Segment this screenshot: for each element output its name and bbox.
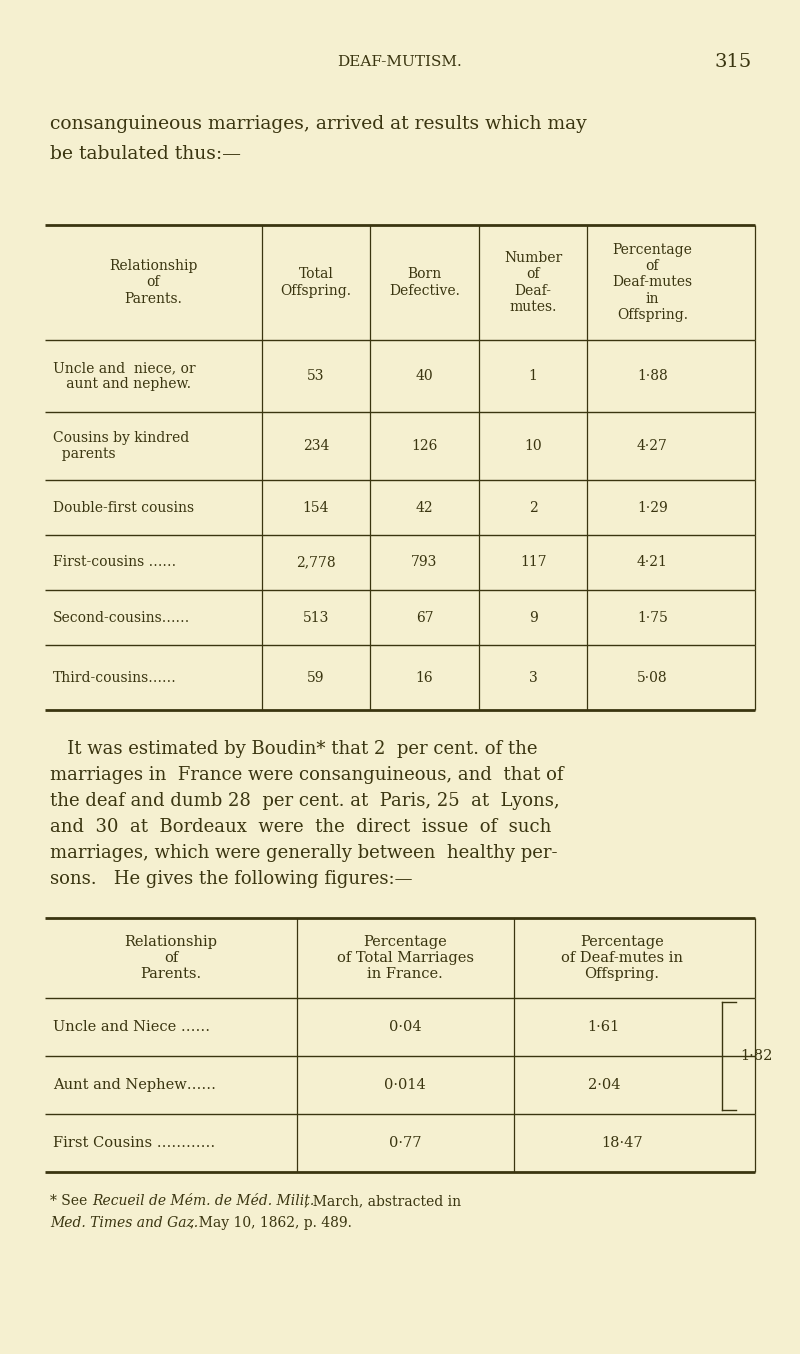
Text: 4·27: 4·27 (637, 439, 668, 454)
Text: , March, abstracted in: , March, abstracted in (304, 1194, 461, 1208)
Text: Total
Offspring.: Total Offspring. (280, 267, 351, 298)
Text: 0·77: 0·77 (389, 1136, 422, 1150)
Text: , May 10, 1862, p. 489.: , May 10, 1862, p. 489. (190, 1216, 352, 1229)
Text: Percentage
of Total Marriages
in France.: Percentage of Total Marriages in France. (337, 934, 474, 982)
Text: First-cousins ……: First-cousins …… (53, 555, 176, 570)
Text: 2·04: 2·04 (588, 1078, 620, 1091)
Text: Cousins by kindred
  parents: Cousins by kindred parents (53, 431, 190, 462)
Text: and  30  at  Bordeaux  were  the  direct  issue  of  such: and 30 at Bordeaux were the direct issue… (50, 818, 551, 835)
Text: Med. Times and Gaz.: Med. Times and Gaz. (50, 1216, 198, 1229)
Text: 53: 53 (307, 370, 325, 383)
Text: consanguineous marriages, arrived at results which may: consanguineous marriages, arrived at res… (50, 115, 586, 133)
Text: Aunt and Nephew……: Aunt and Nephew…… (53, 1078, 216, 1091)
Text: 1: 1 (529, 370, 538, 383)
Text: Relationship
of
Parents.: Relationship of Parents. (109, 260, 198, 306)
Text: Double-first cousins: Double-first cousins (53, 501, 194, 515)
Text: Born
Defective.: Born Defective. (389, 267, 460, 298)
Text: 315: 315 (714, 53, 752, 70)
Text: 1·61: 1·61 (588, 1020, 620, 1034)
Text: 40: 40 (416, 370, 434, 383)
Text: 126: 126 (411, 439, 438, 454)
Text: 10: 10 (524, 439, 542, 454)
Text: 67: 67 (416, 611, 434, 624)
Text: 1·29: 1·29 (637, 501, 668, 515)
Text: 2,778: 2,778 (296, 555, 336, 570)
Text: Third-cousins……: Third-cousins…… (53, 670, 177, 685)
Text: the deaf and dumb 28  per cent. at  Paris, 25  at  Lyons,: the deaf and dumb 28 per cent. at Paris,… (50, 792, 560, 810)
Text: 42: 42 (416, 501, 434, 515)
Text: Uncle and Niece ……: Uncle and Niece …… (53, 1020, 210, 1034)
Text: 1·75: 1·75 (637, 611, 668, 624)
Text: 1·82: 1·82 (740, 1049, 773, 1063)
Text: 793: 793 (411, 555, 438, 570)
Text: 2: 2 (529, 501, 538, 515)
Text: 9: 9 (529, 611, 538, 624)
Text: 5·08: 5·08 (637, 670, 668, 685)
Text: 18·47: 18·47 (601, 1136, 642, 1150)
Text: 117: 117 (520, 555, 546, 570)
Text: Recueil de Mém. de Méd. Milit.: Recueil de Mém. de Méd. Milit. (92, 1194, 314, 1208)
Text: Percentage
of
Deaf-mutes
in
Offspring.: Percentage of Deaf-mutes in Offspring. (612, 244, 693, 322)
Text: 1·88: 1·88 (637, 370, 668, 383)
Text: Uncle and  niece, or
   aunt and nephew.: Uncle and niece, or aunt and nephew. (53, 362, 196, 391)
Text: 3: 3 (529, 670, 538, 685)
Text: 513: 513 (302, 611, 329, 624)
Text: * See: * See (50, 1194, 92, 1208)
Text: 0·014: 0·014 (385, 1078, 426, 1091)
Text: 4·21: 4·21 (637, 555, 668, 570)
Text: First Cousins …………: First Cousins ………… (53, 1136, 215, 1150)
Text: 0·04: 0·04 (389, 1020, 422, 1034)
Text: Percentage
of Deaf-mutes in
Offspring.: Percentage of Deaf-mutes in Offspring. (561, 934, 683, 982)
Text: marriages, which were generally between  healthy per-: marriages, which were generally between … (50, 844, 558, 862)
Text: marriages in  France were consanguineous, and  that of: marriages in France were consanguineous,… (50, 766, 563, 784)
Text: It was estimated by Boudin* that 2  per cent. of the: It was estimated by Boudin* that 2 per c… (50, 741, 538, 758)
Text: be tabulated thus:—: be tabulated thus:— (50, 145, 241, 162)
Text: 16: 16 (416, 670, 434, 685)
Text: DEAF-MUTISM.: DEAF-MUTISM. (338, 56, 462, 69)
Text: Number
of
Deaf-
mutes.: Number of Deaf- mutes. (504, 252, 562, 314)
Text: Second-cousins……: Second-cousins…… (53, 611, 190, 624)
Text: sons.   He gives the following figures:—: sons. He gives the following figures:— (50, 871, 413, 888)
Text: 234: 234 (302, 439, 329, 454)
Text: Relationship
of
Parents.: Relationship of Parents. (125, 934, 218, 982)
Text: 59: 59 (307, 670, 325, 685)
Text: 154: 154 (302, 501, 329, 515)
